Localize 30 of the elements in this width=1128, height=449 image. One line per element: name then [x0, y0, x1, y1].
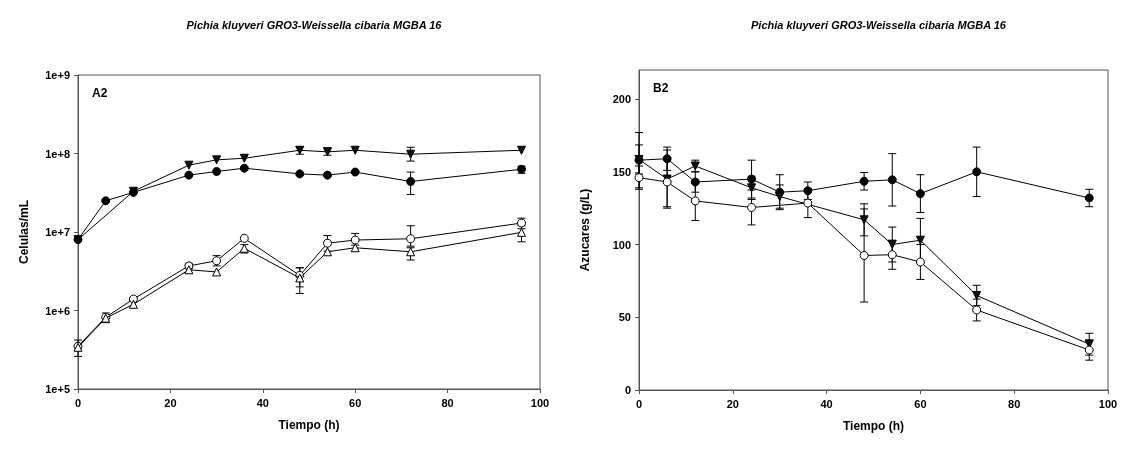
x-tick-label: 40: [256, 396, 269, 409]
x-tick-label: 100: [1098, 397, 1118, 410]
y-tick-label: 1e+8: [45, 147, 70, 160]
y-tick-label: 150: [612, 165, 631, 178]
y-tick-label: 1e+6: [45, 304, 70, 317]
annotation: B2: [653, 81, 669, 95]
y-tick-label: 0: [624, 384, 631, 396]
y-tick-label: 50: [618, 311, 631, 324]
x-tick-label: 40: [820, 397, 833, 410]
x-tick-label: 0: [74, 396, 82, 409]
x-tick-label: 0: [635, 397, 643, 410]
y-tick-label: 1e+5: [45, 383, 70, 395]
x-tick-label: 100: [530, 396, 550, 409]
x-tick-label: 20: [164, 396, 177, 409]
annotation: A2: [92, 86, 108, 100]
y-tick-label: 200: [612, 93, 631, 106]
x-tick-label: 80: [1008, 397, 1021, 410]
chart-title: Pichia kluyveri GRO3-Weissella cibaria MGBA 16: [186, 18, 443, 31]
chart-title: Pichia kluyveri GRO3-Weissella cibaria MGBA 16: [751, 18, 1007, 31]
x-axis-title: Tiempo (h): [842, 419, 905, 433]
y-tick-label: 1e+9: [45, 69, 70, 81]
x-tick-label: 60: [349, 396, 362, 409]
y-axis-title: Azucares (g/L): [578, 188, 592, 272]
x-tick-label: 60: [914, 397, 927, 410]
y-axis-title: Celulas/mL: [17, 199, 31, 265]
y-tick-label: 100: [612, 238, 631, 251]
y-tick-label: 1e+7: [45, 226, 70, 238]
x-tick-label: 80: [441, 396, 454, 409]
x-tick-label: 20: [726, 397, 739, 410]
x-axis-title: Tiempo (h): [278, 418, 340, 432]
